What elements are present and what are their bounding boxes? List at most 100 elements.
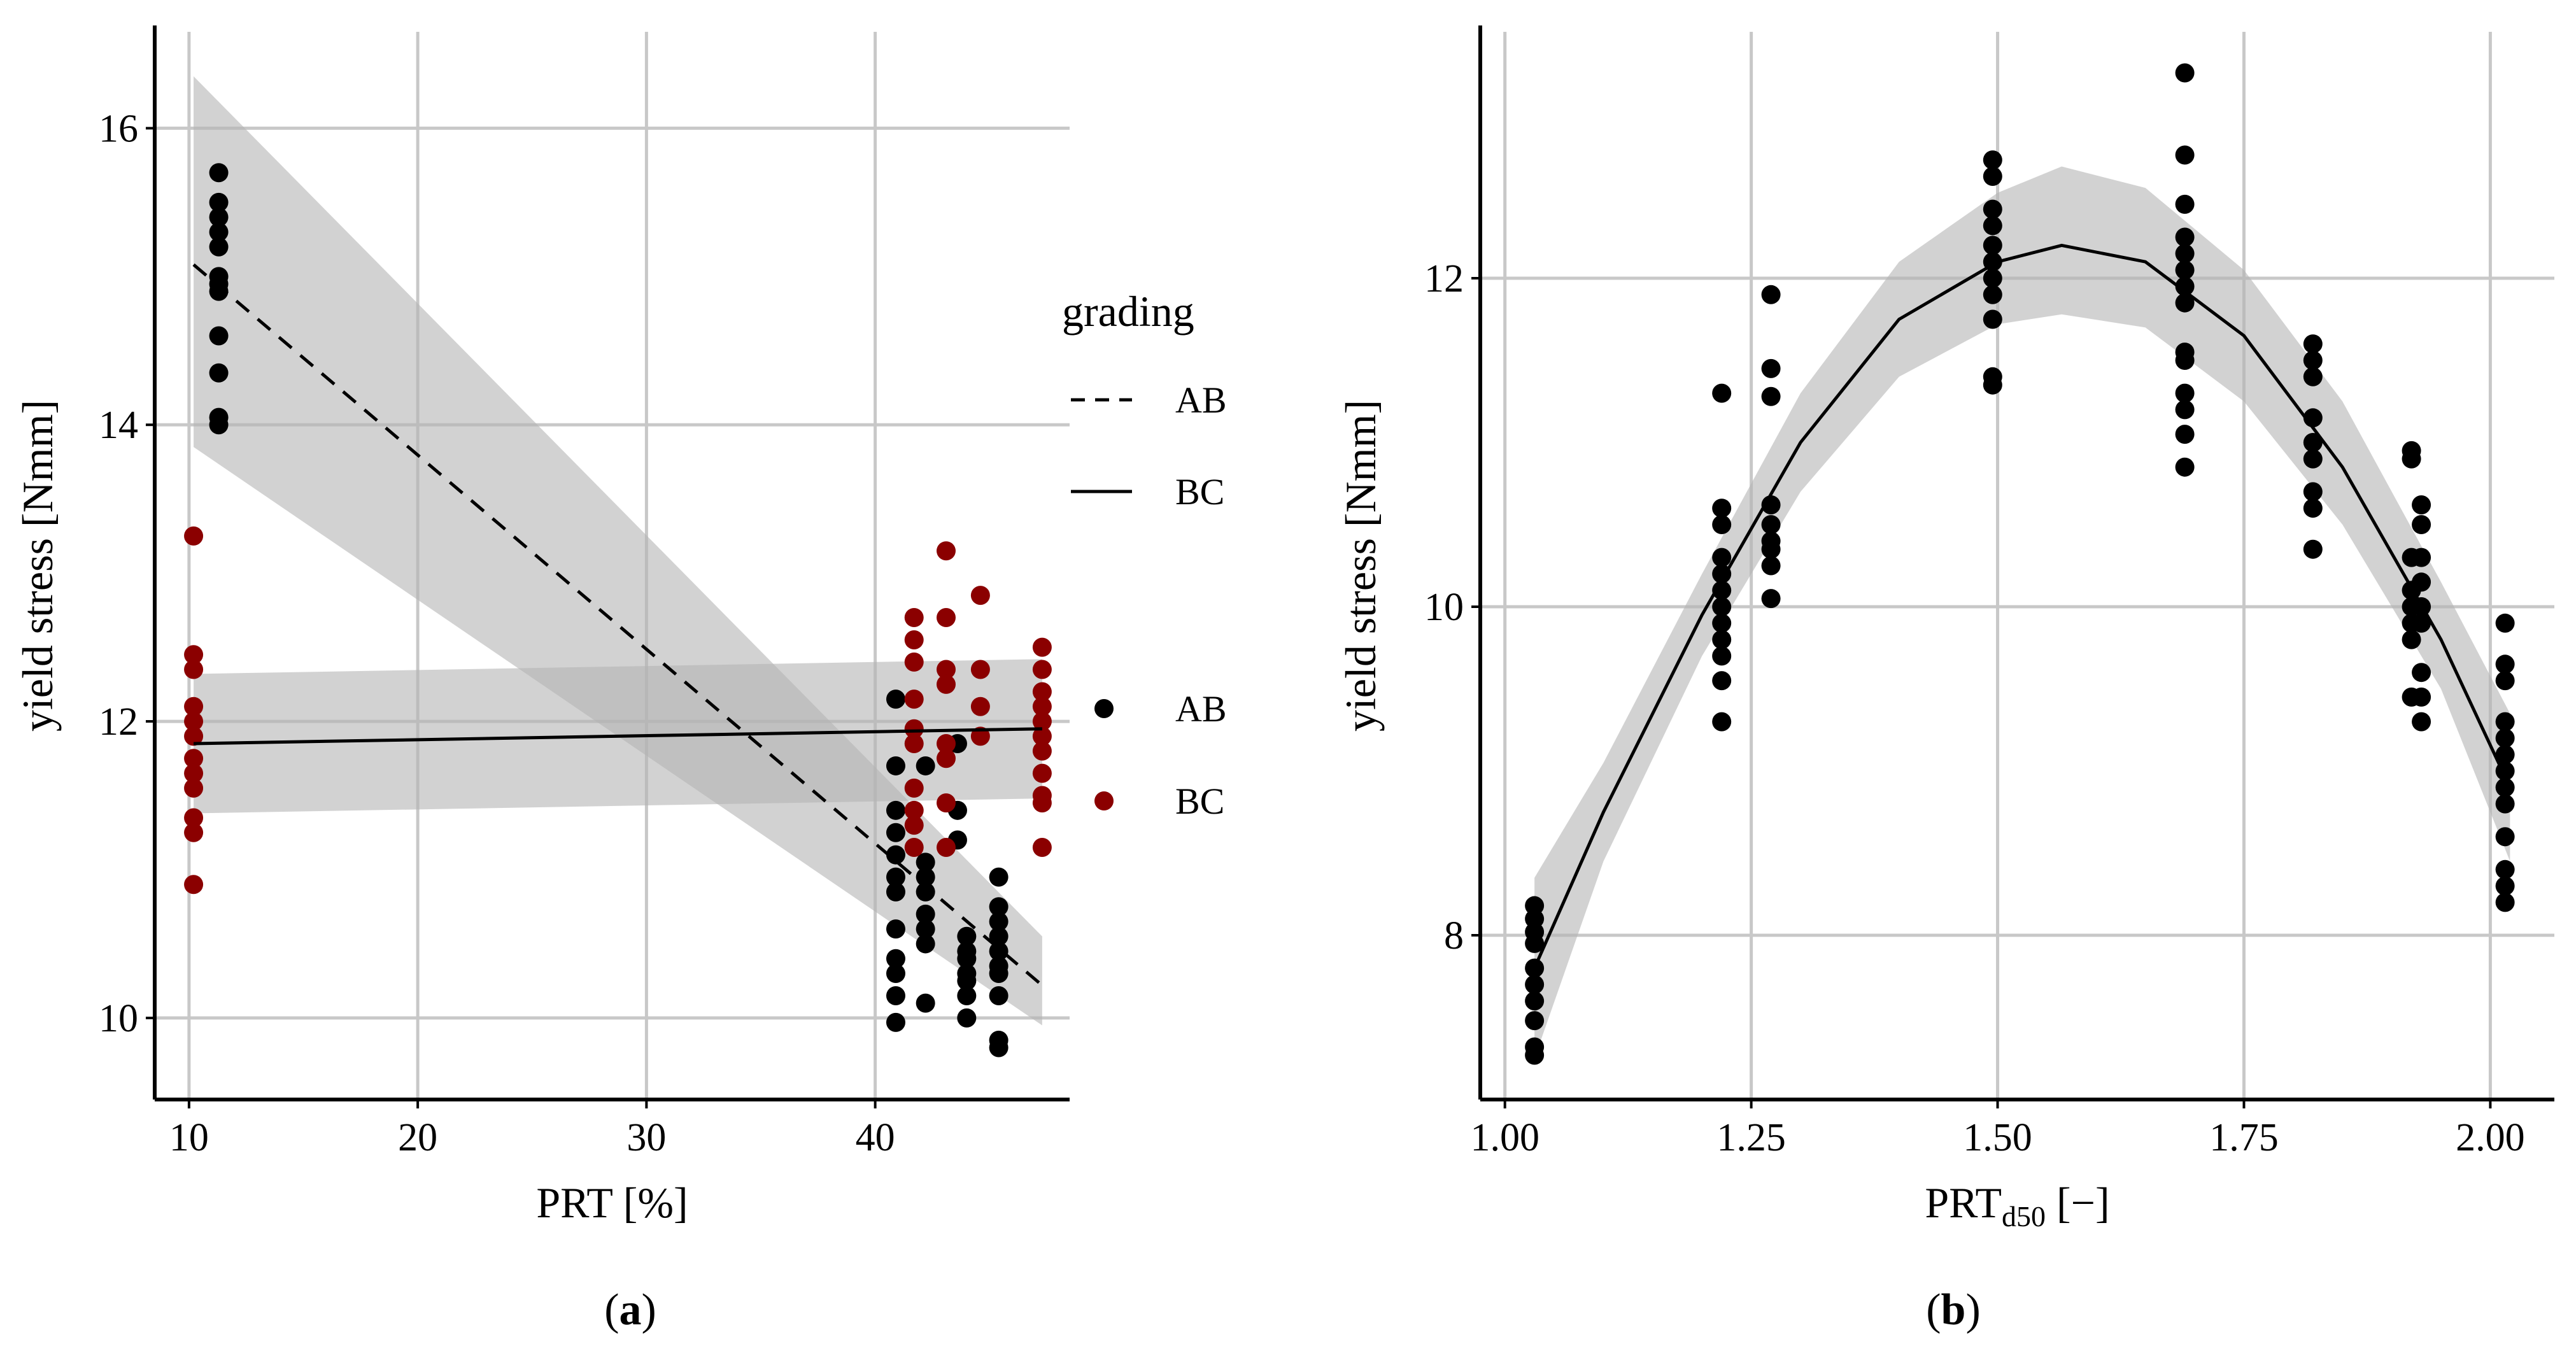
panel-a-point-bc (937, 734, 956, 753)
panel-a-point-ab (989, 986, 1008, 1005)
legend-line-bc-label: BC (1175, 471, 1224, 513)
panel-b-point (2495, 827, 2515, 847)
panel-a-x-tick-label: 10 (169, 1116, 209, 1159)
panel-a-point-bc (904, 630, 924, 649)
panel-a-y-tick-label: 10 (99, 997, 138, 1040)
panel-b-point (2175, 260, 2195, 280)
panel-a-point-ab (916, 993, 935, 1013)
panel-a-legend: grading AB BC AB BC (1062, 287, 1227, 822)
panel-b-point (1983, 236, 2002, 255)
panel-a-point-ab (957, 1008, 977, 1028)
panel-a-point-bc (937, 660, 956, 679)
panel-a-point-bc (184, 697, 204, 716)
panel-a-point-ab (209, 222, 229, 242)
panel-b-x-tick-label: 1.50 (1963, 1116, 2032, 1159)
panel-a-point-ab (989, 897, 1008, 917)
panel-b-point (2175, 351, 2195, 370)
panel-b-point (2303, 499, 2323, 518)
panel-a-y-axis-label: yield stress [Nmm] (13, 400, 62, 732)
panel-b-point (2412, 548, 2431, 567)
panel-b-point (2495, 859, 2515, 879)
panel-b-point (1525, 1011, 1545, 1031)
panel-b-point (1712, 646, 1732, 666)
panel-b-point (2175, 145, 2195, 165)
panel-b-point (2495, 745, 2515, 765)
panel-a-point-bc (904, 719, 924, 739)
panel-b-point (1761, 515, 1781, 534)
panel-b-point (1983, 285, 2002, 304)
panel-a: 10 20 30 40 10 12 14 16 PRT [%] yield stress [N… (13, 25, 1227, 1334)
panel-b-point (2175, 63, 2195, 83)
panel-a-point-ab (916, 919, 935, 939)
panel-a-fit-lines (192, 263, 1044, 987)
panel-b-x-axis-label-subscript: d50 (2002, 1200, 2046, 1233)
panel-a-point-bc (1032, 637, 1052, 657)
panel-b-point (2495, 613, 2515, 633)
panel-b-point (1983, 167, 2002, 187)
panel-b-x-tick-label: 1.25 (1716, 1116, 1786, 1159)
panel-a-point-bc (184, 660, 204, 679)
panel-a-point-ab (957, 926, 977, 946)
panel-a-point-bc (1032, 726, 1052, 746)
panel-b-point (2175, 383, 2195, 403)
panel-b-point (1761, 556, 1781, 576)
panel-b-point (2412, 495, 2431, 515)
panel-a-point-ab (916, 934, 935, 954)
panel-a-point-ab (957, 971, 977, 991)
panel-a-point-bc (904, 838, 924, 858)
panel-b-point (1525, 1045, 1545, 1065)
panel-a-point-bc (1032, 660, 1052, 679)
panel-a-point-bc (970, 586, 990, 605)
panel-a-point-bc (184, 645, 204, 665)
panel-a-point-bc (904, 816, 924, 835)
panel-a-label-letter: a (619, 1285, 642, 1334)
panel-a-point-bc (184, 823, 204, 842)
panel-b-point (1761, 386, 1781, 406)
panel-b-x-axis-label-unit: [−] (2046, 1178, 2110, 1227)
panel-b-point (1983, 216, 2002, 236)
panel-a-point-bc (1032, 838, 1052, 858)
panel-a-point-bc (1032, 741, 1052, 761)
panel-b-confidence-band (1534, 166, 2510, 1059)
panel-a-point-bc (1032, 697, 1052, 716)
panel-a-point-ab (209, 163, 229, 183)
panel-b-point (1525, 975, 1545, 994)
panel-b-point (2412, 712, 2431, 732)
panel-a-point-ab (886, 756, 905, 775)
panel-b-point (2412, 613, 2431, 633)
panel-a-point-ab (989, 867, 1008, 887)
panel-b-point (2175, 244, 2195, 264)
panel-b-point (1761, 358, 1781, 378)
panel-a-fit-line-ab (192, 263, 1044, 987)
panel-a-tick-labels: 10 20 30 40 10 12 14 16 (99, 107, 895, 1159)
panel-a-point-ab (886, 986, 905, 1005)
panel-a-point-bc (904, 690, 924, 709)
panel-a-point-ab (209, 237, 229, 257)
panel-b-point (1525, 991, 1545, 1011)
panel-b-point (1712, 515, 1732, 534)
panel-a-point-ab (916, 852, 935, 872)
panel-b-point (2175, 400, 2195, 420)
panel-a-x-tick-label: 40 (856, 1116, 895, 1159)
panel-a-point-bc (970, 697, 990, 716)
panel-a-point-bc (937, 541, 956, 561)
panel-a-x-axis-label: PRT [%] (536, 1178, 688, 1227)
panel-b-point (2412, 663, 2431, 683)
panel-a-point-ab (886, 867, 905, 887)
panel-b-point (1712, 630, 1732, 649)
panel-a-point-ab (209, 281, 229, 301)
panel-a-point-ab (989, 964, 1008, 984)
panel-a-point-bc (937, 793, 956, 813)
panel-a-point-bc (184, 875, 204, 895)
panel-b-point (2303, 334, 2323, 354)
legend-title: grading (1062, 287, 1194, 336)
panel-a-point-bc (937, 608, 956, 628)
panel-b-y-axis-label: yield stress [Nmm] (1336, 400, 1385, 732)
panel-b-point (1983, 309, 2002, 329)
panel-a-point-ab (209, 326, 229, 346)
panel-a-axes (146, 25, 1070, 1108)
panel-a-band-ab (194, 76, 1042, 1026)
panel-a-point-ab (209, 415, 229, 435)
panel-b-point (2303, 449, 2323, 469)
